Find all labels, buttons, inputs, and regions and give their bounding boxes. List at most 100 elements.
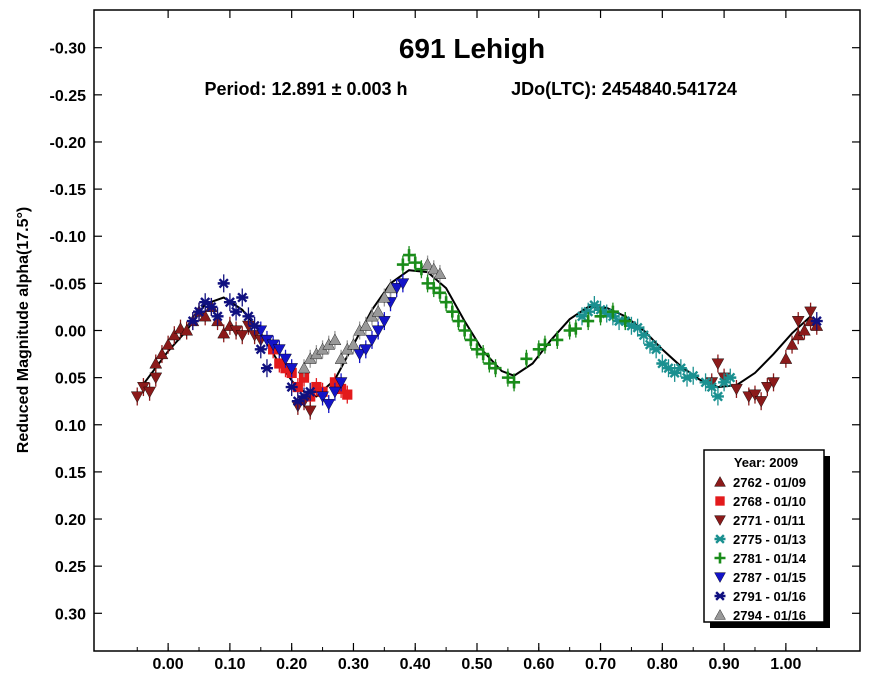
data-point xyxy=(711,391,724,402)
y-tick-label: 0.00 xyxy=(55,324,86,341)
data-point xyxy=(760,382,774,394)
data-point xyxy=(371,325,385,337)
legend-label: 2768 - 01/10 xyxy=(733,494,806,509)
data-point xyxy=(711,358,725,370)
data-point xyxy=(674,363,687,374)
x-tick-label: 0.30 xyxy=(338,656,369,673)
data-point xyxy=(594,310,607,323)
data-point xyxy=(637,330,650,341)
data-point xyxy=(274,358,285,369)
data-point xyxy=(347,338,360,350)
data-point xyxy=(724,372,737,383)
data-point xyxy=(143,386,156,399)
data-point xyxy=(254,344,267,355)
data-point xyxy=(785,338,799,350)
data-point xyxy=(371,305,385,317)
data-point xyxy=(303,405,317,418)
data-point xyxy=(149,357,163,369)
data-point xyxy=(477,348,490,361)
data-point xyxy=(328,386,342,399)
data-point xyxy=(458,324,471,337)
data-point xyxy=(334,352,348,364)
y-tick-label: -0.25 xyxy=(50,88,87,105)
data-point xyxy=(292,381,303,393)
data-point xyxy=(217,326,231,339)
data-point xyxy=(427,262,441,275)
data-point xyxy=(396,258,409,271)
data-point xyxy=(186,316,199,327)
legend-label: 2775 - 01/13 xyxy=(733,532,806,547)
legend-marker xyxy=(714,572,726,583)
legend-marker xyxy=(715,496,725,506)
data-point xyxy=(403,249,416,262)
data-point xyxy=(446,305,459,318)
data-point xyxy=(508,376,521,389)
data-point xyxy=(551,333,564,346)
legend-label: 2787 - 01/15 xyxy=(733,570,806,585)
data-point xyxy=(130,391,144,403)
legend-label: 2791 - 01/16 xyxy=(733,589,806,604)
data-point xyxy=(563,324,576,337)
data-point xyxy=(236,292,249,303)
legend-marker xyxy=(714,609,726,620)
x-tick-label: 0.00 xyxy=(153,656,184,673)
data-point xyxy=(687,370,700,381)
y-tick-label: -0.30 xyxy=(50,41,87,58)
data-point xyxy=(532,343,545,356)
y-axis-label: Reduced Magnitude alpha(17.5°) xyxy=(15,207,32,453)
y-tick-label: -0.20 xyxy=(50,135,87,152)
x-tick-label: 0.20 xyxy=(276,656,307,673)
data-point xyxy=(334,377,348,389)
data-point xyxy=(396,278,410,290)
data-point xyxy=(304,386,317,397)
data-point xyxy=(464,333,477,346)
chart-title: 691 Lehigh xyxy=(399,33,545,64)
legend-label: 2771 - 01/11 xyxy=(733,513,805,528)
y-tick-label: 0.15 xyxy=(55,465,86,482)
legend-marker xyxy=(714,591,726,601)
legend-label: 2794 - 01/16 xyxy=(733,608,806,623)
data-point xyxy=(520,352,533,365)
legend-label: 2762 - 01/09 xyxy=(733,475,806,490)
y-tick-label: 0.25 xyxy=(55,559,86,576)
data-point xyxy=(193,306,206,317)
data-point xyxy=(328,333,342,345)
legend-title: Year: 2009 xyxy=(734,455,798,470)
data-point xyxy=(365,334,379,347)
y-tick-label: -0.10 xyxy=(50,229,87,246)
data-point xyxy=(235,330,249,342)
data-point xyxy=(619,315,632,328)
x-tick-label: 0.40 xyxy=(400,656,431,673)
data-point xyxy=(606,305,619,318)
data-point xyxy=(748,389,762,402)
data-point xyxy=(471,343,483,356)
data-point xyxy=(767,377,780,389)
data-point xyxy=(377,291,391,303)
y-tick-label: 0.20 xyxy=(55,512,86,529)
data-point xyxy=(217,278,230,289)
data-point xyxy=(384,281,397,294)
data-point xyxy=(754,396,768,408)
x-tick-label: 0.80 xyxy=(647,656,678,673)
data-point xyxy=(297,361,311,374)
data-point xyxy=(285,382,298,393)
data-point xyxy=(230,306,243,317)
data-point xyxy=(223,297,236,308)
period-label: Period: 12.891 ± 0.003 h xyxy=(205,79,408,99)
x-tick-label: 0.60 xyxy=(523,656,554,673)
data-point xyxy=(798,324,811,336)
data-point xyxy=(260,363,273,374)
x-tick-label: 0.50 xyxy=(461,656,492,673)
x-tick-label: 0.70 xyxy=(585,656,616,673)
data-point xyxy=(483,357,496,370)
y-tick-label: 0.05 xyxy=(55,371,86,388)
data-point xyxy=(489,362,502,375)
data-points-layer xyxy=(130,246,824,420)
data-point xyxy=(285,363,299,375)
data-point xyxy=(730,383,743,396)
data-point xyxy=(569,322,582,335)
data-point xyxy=(433,286,446,299)
y-tick-label: -0.15 xyxy=(50,182,87,199)
legend-marker xyxy=(714,534,726,544)
data-point xyxy=(377,316,391,328)
